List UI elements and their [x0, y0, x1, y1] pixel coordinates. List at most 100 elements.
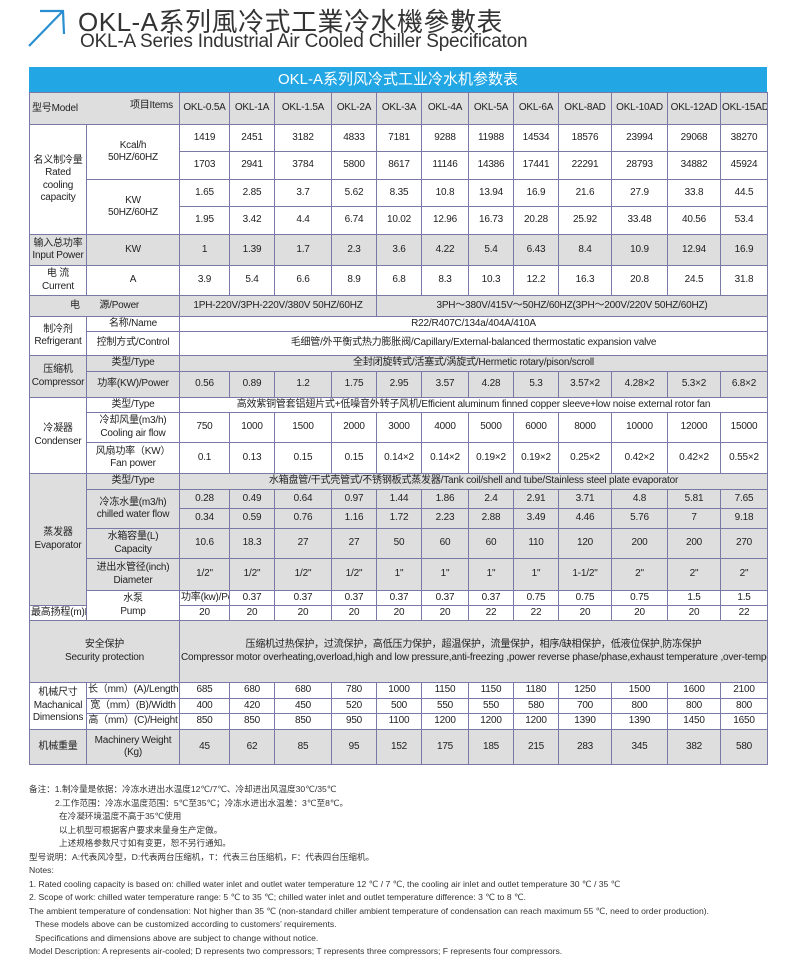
value-cell: 1.95 [179, 206, 230, 235]
value-cell: 9.18 [720, 508, 768, 529]
value-cell: 14386 [468, 151, 514, 180]
value-cell: 1.44 [376, 489, 422, 509]
value-cell: 1100 [376, 713, 422, 730]
arrow-up-right-icon [28, 9, 66, 47]
note-line: The ambient temperature of condensation:… [29, 905, 709, 916]
value-cell: 1" [513, 558, 559, 591]
note-line: 备注：1.制冷量是依据：冷冻水进出水温度12℃/7℃、冷却进出风温度30℃/35… [29, 784, 337, 794]
value-cell: 1.65 [179, 179, 230, 207]
security-text-cell: 压缩机过热保护，过流保护，高低压力保护，超温保护，流量保护，相序/缺相保护，低液… [179, 620, 768, 683]
cell-text: Compressor [31, 376, 85, 388]
label-cell: R22/R407C/134a/404A/410A [179, 316, 768, 332]
cooling-kw-60-row: 1.95 3.42 4.4 6.74 10.02 12.96 16.73 20.28 25.92… [30, 206, 768, 235]
note-line: 在冷凝环境温度不高于35℃使用 [59, 811, 182, 821]
value-cell: 0.14×2 [376, 442, 422, 474]
value-cell: 6.74 [331, 206, 377, 235]
value-cell: 800 [667, 698, 721, 714]
value-cell: 1703 [179, 151, 230, 180]
value-cell: 2000 [331, 412, 377, 443]
value-cell: 2.95 [376, 371, 422, 398]
value-cell: 4833 [331, 124, 377, 152]
value-cell: 6.8×2 [720, 371, 768, 398]
value-cell: 0.19×2 [513, 442, 559, 474]
value-cell: 38270 [720, 124, 768, 152]
value-cell: 14534 [513, 124, 559, 152]
value-cell: 0.28 [179, 489, 230, 509]
value-cell: 175 [421, 729, 469, 765]
label-cell: 名称/Name [86, 316, 180, 332]
value-cell: 283 [558, 729, 612, 765]
value-cell: 10000 [611, 412, 668, 443]
value-cell: 6.6 [274, 265, 332, 296]
value-cell: 0.37 [468, 590, 514, 606]
height-row: 高（mm）(C)/Height 850 850 850 950 1100 1200 1200 1… [30, 713, 768, 730]
value-cell: 3.9 [179, 265, 230, 296]
cell-text: 长（mm）(A)/Length [88, 684, 179, 696]
label-cell: 类型/Type [86, 397, 180, 413]
value-cell: 200 [611, 528, 668, 559]
value-cell: 1.16 [331, 508, 377, 529]
pump-lift-row: 最高扬程(m)Max-lift202020202020222220202022 [29, 605, 768, 621]
value-cell: 1/2" [229, 558, 275, 591]
value-cell: 15000 [720, 412, 768, 443]
evaporator-flow-row: 冷冻水量(m3/h) chilled water flow 0.28 0.49 0.64… [30, 489, 768, 529]
value-cell: 0.49 [229, 489, 275, 509]
cell-text: 功率(kw)/Power [181, 591, 229, 603]
weight-row: 机械重量 Machinery Weight (Kg) 45 62 85 95 152 175 18… [29, 729, 768, 765]
value-cell: 850 [179, 713, 230, 730]
value-cell: 20 [274, 605, 332, 621]
label-cell: 蒸发器 Evaporator [29, 473, 87, 606]
compressor-power-row: 功率(KW)/Power 0.56 0.89 1.2 1.75 2.95 3.57 4.28 5… [30, 371, 768, 398]
value-cell: 0.59 [229, 508, 275, 529]
cell-text: 机械重量 [38, 740, 78, 752]
note-line: 2.工作范围：冷冻水温度范围：5℃至35℃；冷冻水进出水温差：3℃至8℃。 [55, 797, 349, 808]
cell-text: 压缩机过热保护，过流保护，高低压力保护，超温保护，流量保护，相序/缺相保护，低液… [245, 639, 702, 650]
cell-text: 类型/Type [111, 475, 155, 487]
label-cell: 输入总功率 Input Power [29, 234, 87, 266]
condenser-fan-row: 风扇功率（KW） Fan power 0.1 0.13 0.15 0.15 0.14×2 0.… [30, 442, 768, 474]
value-cell: 20 [376, 605, 422, 621]
value-cell: 500 [376, 698, 422, 714]
value-cell: 4000 [421, 412, 469, 443]
label-cell: 功率(kw)/Power [179, 590, 230, 606]
note-line: 1. Rated cooling capacity is based on: c… [29, 878, 621, 889]
value-cell: 5.4 [229, 265, 275, 296]
value-cell: 45 [179, 729, 230, 765]
cell-text: 50HZ/60HZ [108, 207, 158, 218]
cell-text: Machinery Weight [94, 734, 172, 746]
value-cell: 1500 [611, 682, 668, 699]
note-line: Model Description: A represents air-cool… [29, 946, 563, 956]
cell-text: Compressor motor overheating,overload,hi… [181, 651, 768, 663]
value-cell: 16.9 [720, 234, 768, 266]
value-cell: 750 [179, 412, 230, 443]
label-cell: 类型/Type [86, 473, 180, 490]
value-cell: 60 [468, 528, 514, 559]
label-cell: 电 源/Power [29, 295, 180, 317]
value-cell: 13.94 [468, 179, 514, 207]
value-cell: 0.37 [274, 590, 332, 606]
value-cell: 0.64 [274, 489, 332, 509]
value-cell: 0.37 [421, 590, 469, 606]
value-cell: 31.8 [720, 265, 768, 296]
value-cell: 16.9 [513, 179, 559, 207]
label-cell: 最高扬程(m)Max-lift [29, 605, 87, 621]
value-cell: 8617 [376, 151, 422, 180]
value-cell: 20.28 [513, 206, 559, 235]
value-cell: 2.88 [468, 508, 514, 529]
cooling-kcal-50-row: 名义制冷量 Rated cooling capacity Kcal/h 50HZ/60… [29, 124, 768, 235]
value-cell: 8.4 [558, 234, 612, 266]
page-title: OKL-A系列風冷式工業冷水機參數表 [78, 7, 504, 37]
cell-text: 类型/Type [111, 357, 155, 369]
value-cell: 0.37 [331, 590, 377, 606]
value-cell: 3.6 [376, 234, 422, 266]
table-title: OKL-A系列风冷式工业冷水机参数表 [29, 67, 767, 92]
width-row: 宽（mm）(B)/Width 400 420 450 520 500 550 550 580 70… [30, 698, 768, 714]
label-cell: 制冷剂 Refrigerant [29, 316, 87, 356]
value-cell: 0.37 [229, 590, 275, 606]
value-cell: 34882 [667, 151, 721, 180]
value-cell: 8.3 [421, 265, 469, 296]
value-cell: 3.42 [229, 206, 275, 235]
model-header-cell: OKL-3A [376, 92, 422, 125]
value-cell: 110 [513, 528, 559, 559]
refrigerant-control-row: 控制方式/Control 毛细管/外平衡式热力膨胀阀/Capillary/Exte… [30, 331, 768, 356]
